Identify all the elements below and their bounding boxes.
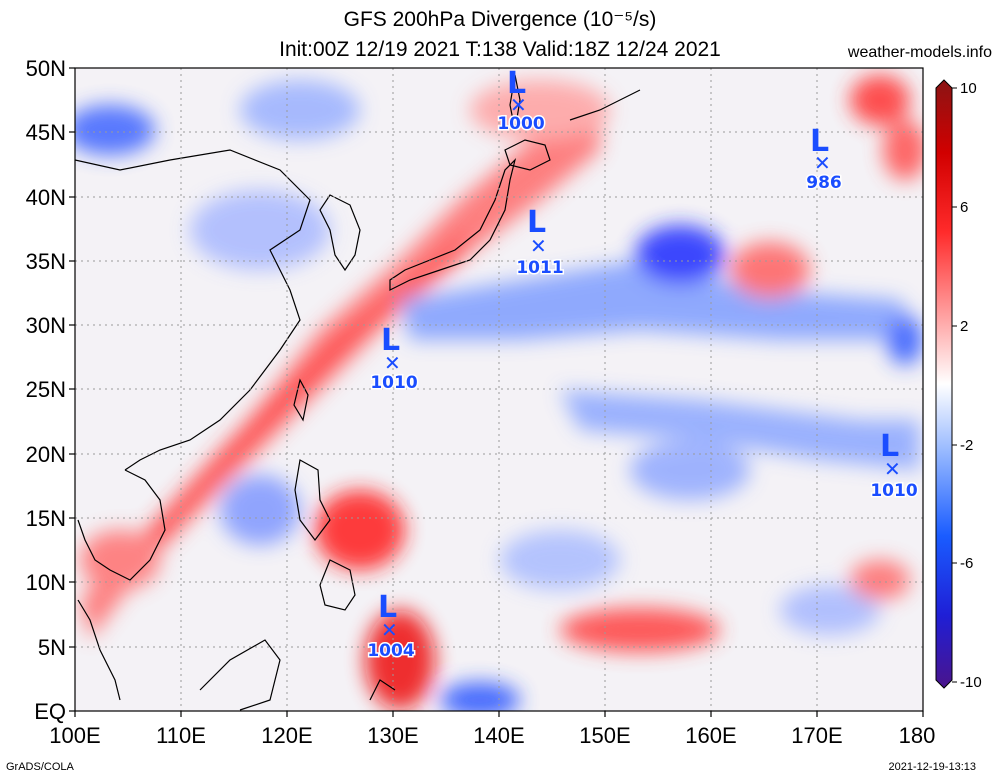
low-pressure-systems: L ✕ 1000 L ✕ 986 L ✕ 1011 L ✕ 1010 L ✕ 1… <box>366 66 919 663</box>
low-center-1010-west: L ✕ 1010 <box>369 323 419 395</box>
colorbar-label: -2 <box>960 437 973 454</box>
low-center-1004: L ✕ 1004 <box>366 590 416 663</box>
lon-label: 110E <box>156 723 206 748</box>
low-pressure-value: 986 <box>806 173 842 193</box>
lon-label: 140E <box>473 723 524 748</box>
software-credit: GrADS/COLA <box>6 761 74 773</box>
generated-timestamp: 2021-12-19-13:13 <box>888 761 976 773</box>
source-credit: weather-models.info <box>847 44 992 61</box>
lat-label: EQ <box>34 699 66 724</box>
lat-label: 45N <box>26 120 66 145</box>
latitude-labels: 50N 45N 40N 35N 30N 25N 20N 15N 10N 5N E… <box>26 56 66 724</box>
graticule <box>75 68 923 711</box>
divergence-field <box>75 68 923 711</box>
colorbar: 10 6 2 -2 -6 -10 <box>935 79 982 691</box>
low-center-marker: ✕ <box>530 234 547 258</box>
colorbar-label: 2 <box>960 318 968 335</box>
low-letter: L <box>527 205 546 240</box>
low-pressure-value: 1000 <box>497 114 544 134</box>
low-center-marker: ✕ <box>814 151 831 175</box>
low-letter: L <box>381 323 400 358</box>
low-letter: L <box>507 66 526 101</box>
longitude-labels: 100E 110E 120E 130E 140E 150E 160E 170E … <box>49 723 935 748</box>
lon-label: 130E <box>367 723 418 748</box>
low-center-1010-east: L ✕ 1010 <box>869 429 919 503</box>
low-letter: L <box>810 124 829 159</box>
lon-label: 100E <box>49 723 100 748</box>
map-title: GFS 200hPa Divergence (10⁻⁵/s) <box>343 8 657 31</box>
lon-label: 170E <box>791 723 842 748</box>
low-pressure-value: 1010 <box>870 481 917 501</box>
lon-label: 150E <box>579 723 630 748</box>
lon-label: 120E <box>261 723 312 748</box>
low-pressure-value: 1011 <box>516 258 563 278</box>
lat-label: 15N <box>26 506 66 531</box>
colorbar-label: -6 <box>960 555 973 572</box>
coastlines <box>75 74 641 711</box>
lat-label: 50N <box>26 56 66 81</box>
colorbar-label: 6 <box>960 199 968 216</box>
lon-label: 180 <box>899 723 936 748</box>
lat-label: 40N <box>26 185 66 210</box>
lat-label: 30N <box>26 313 66 338</box>
low-center-marker: ✕ <box>510 93 527 117</box>
low-center-986: L ✕ 986 <box>805 124 844 195</box>
colorbar-label: -10 <box>960 674 982 691</box>
lat-label: 10N <box>26 570 66 595</box>
low-pressure-value: 1004 <box>367 641 414 661</box>
low-letter: L <box>378 590 397 625</box>
lat-label: 35N <box>26 249 66 274</box>
colorbar-label: 10 <box>960 80 977 97</box>
low-center-1000: L ✕ 1000 <box>496 66 546 136</box>
low-letter: L <box>880 429 899 464</box>
lon-label: 160E <box>685 723 736 748</box>
lat-label: 25N <box>26 377 66 402</box>
low-pressure-value: 1010 <box>370 373 417 393</box>
lat-label: 20N <box>26 442 66 467</box>
map-subtitle: Init:00Z 12/19 2021 T:138 Valid:18Z 12/2… <box>279 38 721 61</box>
low-center-marker: ✕ <box>384 351 401 375</box>
low-center-marker: ✕ <box>884 457 901 481</box>
low-center-1011: L ✕ 1011 <box>515 205 565 280</box>
lat-label: 5N <box>38 635 66 660</box>
low-center-marker: ✕ <box>381 618 398 642</box>
